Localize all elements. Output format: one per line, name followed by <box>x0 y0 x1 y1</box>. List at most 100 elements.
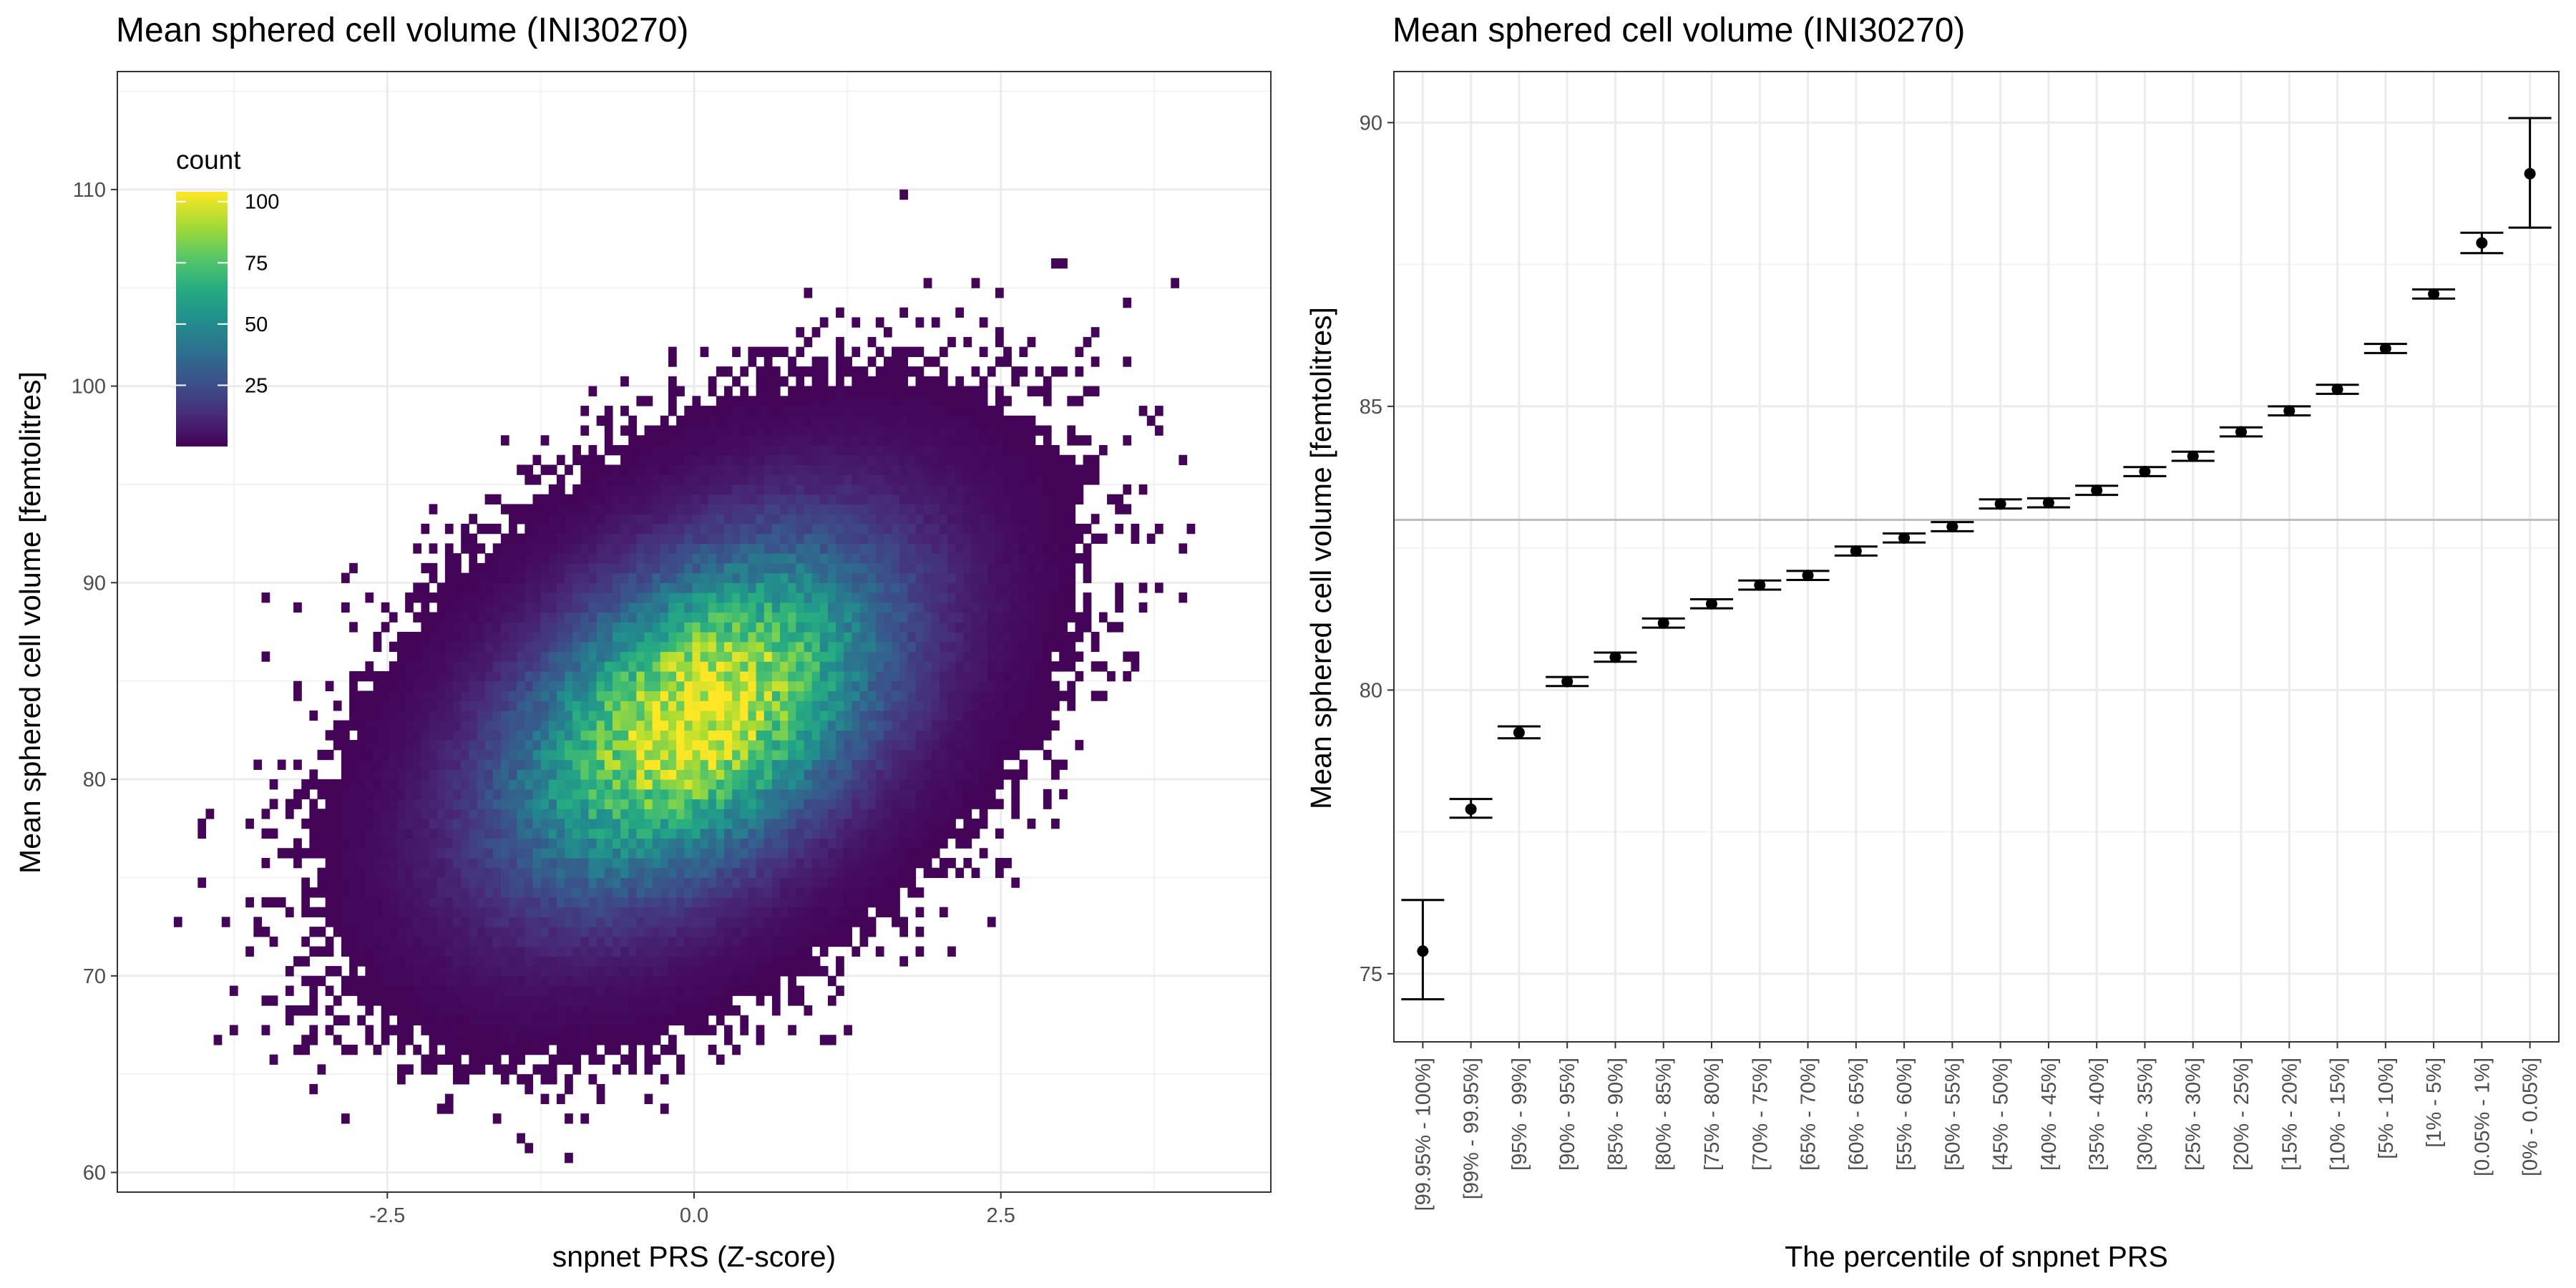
density-tile <box>532 504 542 514</box>
density-tile <box>740 543 749 554</box>
density-tile <box>875 543 884 554</box>
density-tile <box>700 838 709 849</box>
density-tile <box>444 867 454 879</box>
density-tile <box>357 887 366 898</box>
density-tile <box>827 1035 836 1045</box>
density-tile <box>780 572 789 583</box>
density-tile <box>947 533 956 544</box>
density-tile <box>517 966 525 977</box>
density-tile <box>947 670 956 682</box>
density-tile <box>333 877 342 888</box>
density-tile <box>668 592 677 603</box>
density-tile <box>892 553 900 564</box>
density-tile <box>788 670 796 682</box>
density-tile <box>987 769 996 780</box>
density-tile <box>628 867 637 879</box>
density-tile <box>1003 484 1012 495</box>
density-tile <box>907 484 917 495</box>
density-tile <box>756 720 765 731</box>
density-tile <box>644 877 653 888</box>
density-tile <box>771 632 781 643</box>
density-tile <box>405 710 414 721</box>
density-tile <box>796 809 805 819</box>
density-tile <box>373 907 382 917</box>
density-tile <box>413 641 422 653</box>
density-tile <box>381 946 390 957</box>
density-tile <box>987 533 996 544</box>
density-tile <box>756 857 765 869</box>
density-tile <box>644 1035 653 1045</box>
density-tile <box>915 543 924 554</box>
density-tile <box>700 494 709 505</box>
density-tile <box>804 740 813 751</box>
density-tile <box>684 651 693 662</box>
density-tile <box>532 946 542 957</box>
density-tile <box>556 720 565 731</box>
density-tile <box>548 809 557 819</box>
density-tile <box>827 612 836 623</box>
density-tile <box>923 396 932 406</box>
density-tile <box>484 779 494 790</box>
density-tile <box>923 701 932 711</box>
density-tile <box>620 484 629 495</box>
density-tile <box>796 877 805 888</box>
density-tile <box>572 641 581 653</box>
density-tile <box>532 759 542 770</box>
density-tile <box>580 769 590 780</box>
density-tile <box>827 701 836 711</box>
density-tile <box>453 691 462 701</box>
density-tile <box>572 1035 581 1045</box>
density-tile <box>373 975 382 987</box>
density-tile <box>724 592 733 603</box>
density-tile <box>859 907 869 917</box>
density-tile <box>915 386 924 396</box>
density-tile <box>780 927 789 937</box>
density-tile <box>405 857 414 869</box>
density-tile <box>700 877 709 888</box>
density-tile <box>660 464 669 475</box>
density-tile <box>1011 651 1020 662</box>
density-tile <box>421 582 430 593</box>
density-tile <box>963 474 972 485</box>
density-tile <box>899 749 908 761</box>
density-tile <box>540 641 550 653</box>
density-tile <box>492 1113 502 1124</box>
density-tile <box>939 346 948 357</box>
density-tile <box>477 710 486 721</box>
density-tile <box>740 612 749 623</box>
density-tile <box>517 504 525 514</box>
density-tile <box>604 759 613 770</box>
density-tile <box>525 759 534 770</box>
density-tile <box>612 543 621 554</box>
density-tile <box>1011 592 1020 603</box>
density-tile <box>923 680 932 692</box>
density-tile <box>636 592 645 603</box>
density-tile <box>652 592 661 603</box>
density-tile <box>756 386 765 396</box>
density-tile <box>484 710 494 721</box>
density-tile <box>907 445 917 456</box>
density-tile <box>565 1074 573 1085</box>
density-tile <box>492 907 502 917</box>
density-tile <box>915 572 924 583</box>
density-tile <box>804 749 813 761</box>
density-tile <box>565 809 573 819</box>
density-tile <box>301 877 310 888</box>
density-tile <box>867 759 877 770</box>
density-tile <box>580 877 590 888</box>
density-tile <box>444 877 454 888</box>
density-tile <box>461 1005 469 1016</box>
density-tile <box>469 514 478 525</box>
density-tile <box>995 386 1004 396</box>
density-tile <box>628 484 637 495</box>
density-tile <box>548 956 557 967</box>
density-tile <box>995 454 1004 466</box>
density-tile <box>540 1074 550 1085</box>
density-tile <box>875 759 884 770</box>
density-tile <box>700 975 709 987</box>
density-tile <box>963 828 972 839</box>
density-tile <box>763 484 773 495</box>
density-tile <box>525 641 534 653</box>
density-tile <box>484 1005 494 1016</box>
density-tile <box>684 464 693 475</box>
